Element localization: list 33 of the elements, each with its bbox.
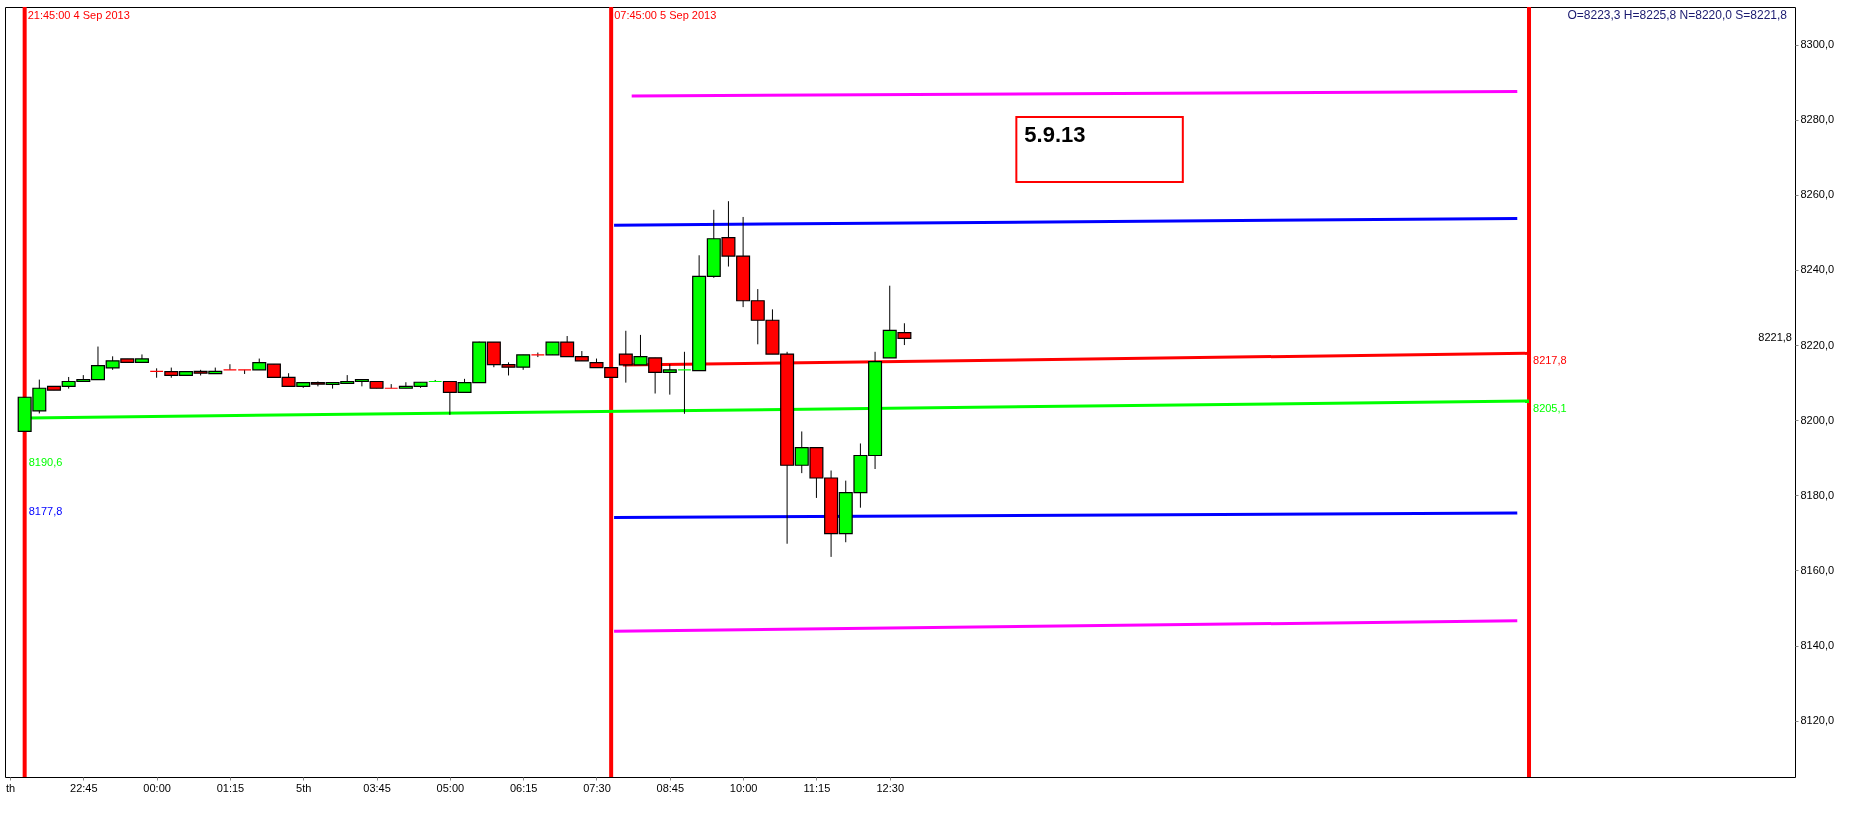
y-tick-label: 8120,0	[1800, 714, 1835, 727]
y-tick-label: 8260,0	[1800, 188, 1835, 201]
x-tick-label: 08:45	[656, 781, 685, 794]
candlestick	[222, 363, 237, 371]
annotation: 8221,8	[1758, 331, 1792, 344]
y-tick-label: 8160,0	[1800, 563, 1835, 576]
annotation: 8205,1	[1533, 402, 1567, 415]
x-tick-label: 22:45	[70, 781, 98, 794]
y-tick-label: 8280,0	[1800, 113, 1835, 126]
x-tick-label: 00:00	[143, 781, 171, 794]
annotation: 8217,8	[1533, 354, 1567, 367]
x-tick-label: 05:00	[436, 781, 465, 794]
x-tick-label: 11:15	[803, 781, 831, 794]
x-tick-label: 12:30	[876, 781, 904, 794]
x-tick-label: 01:15	[216, 781, 245, 794]
annotation: 8177,8	[28, 504, 63, 517]
y-tick-label: 8140,0	[1800, 639, 1835, 652]
x-tick-label: 03:45	[363, 781, 391, 794]
annotation: 5.9.13	[1024, 122, 1086, 147]
y-tick-label: 8180,0	[1800, 488, 1835, 501]
x-tick-label: 06:15	[509, 781, 538, 794]
ref-line-label: 21:45:00 4 Sep 2013	[27, 9, 130, 21]
x-tick-label: 5th	[296, 781, 312, 794]
x-tick-label: 07:30	[583, 781, 611, 794]
annotation: O=8223,3 H=8225,8 N=8220,0 S=8221,8	[1567, 8, 1788, 22]
y-tick-label: 8220,0	[1800, 338, 1835, 351]
y-tick-label: 8240,0	[1800, 263, 1835, 276]
x-tick-label: th	[5, 781, 16, 794]
x-tick-label: 10:00	[729, 781, 758, 794]
y-tick-label: 8300,0	[1800, 38, 1835, 51]
y-tick-label: 8200,0	[1800, 413, 1835, 426]
ref-line-label: 07:45:00 5 Sep 2013	[614, 9, 717, 21]
annotation: 8190,6	[28, 456, 63, 469]
